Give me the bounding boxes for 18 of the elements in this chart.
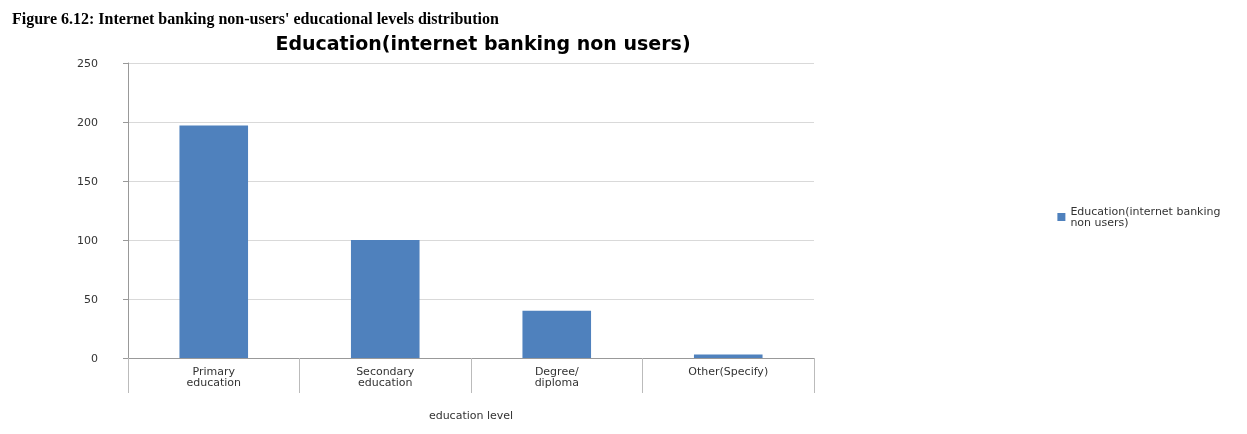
x-tick-label: Primary education [186, 365, 242, 389]
x-tick-label: Secondary education [356, 365, 415, 389]
legend-label: Education(internet banking non users) [1070, 205, 1225, 229]
chart-title: Education(internet banking non users) [275, 31, 691, 54]
y-tick-label: 200 [77, 115, 98, 129]
x-tick-label: Degree/ diploma [534, 365, 579, 389]
bar [350, 240, 420, 358]
y-tick-label: 250 [77, 56, 98, 70]
y-tick-label: 150 [77, 174, 98, 188]
bar [522, 310, 592, 358]
bar [179, 125, 249, 358]
x-tick-label: Other(Specify) [688, 365, 769, 378]
caption: Figure 6.12: Internet banking non-users' educational levels distribution [12, 9, 499, 28]
x-axis-title: education level [428, 409, 514, 422]
y-tick-label: 50 [84, 292, 98, 306]
y-tick-label: 100 [77, 233, 98, 247]
bar [693, 354, 763, 358]
y-tick-label: 0 [91, 351, 98, 365]
